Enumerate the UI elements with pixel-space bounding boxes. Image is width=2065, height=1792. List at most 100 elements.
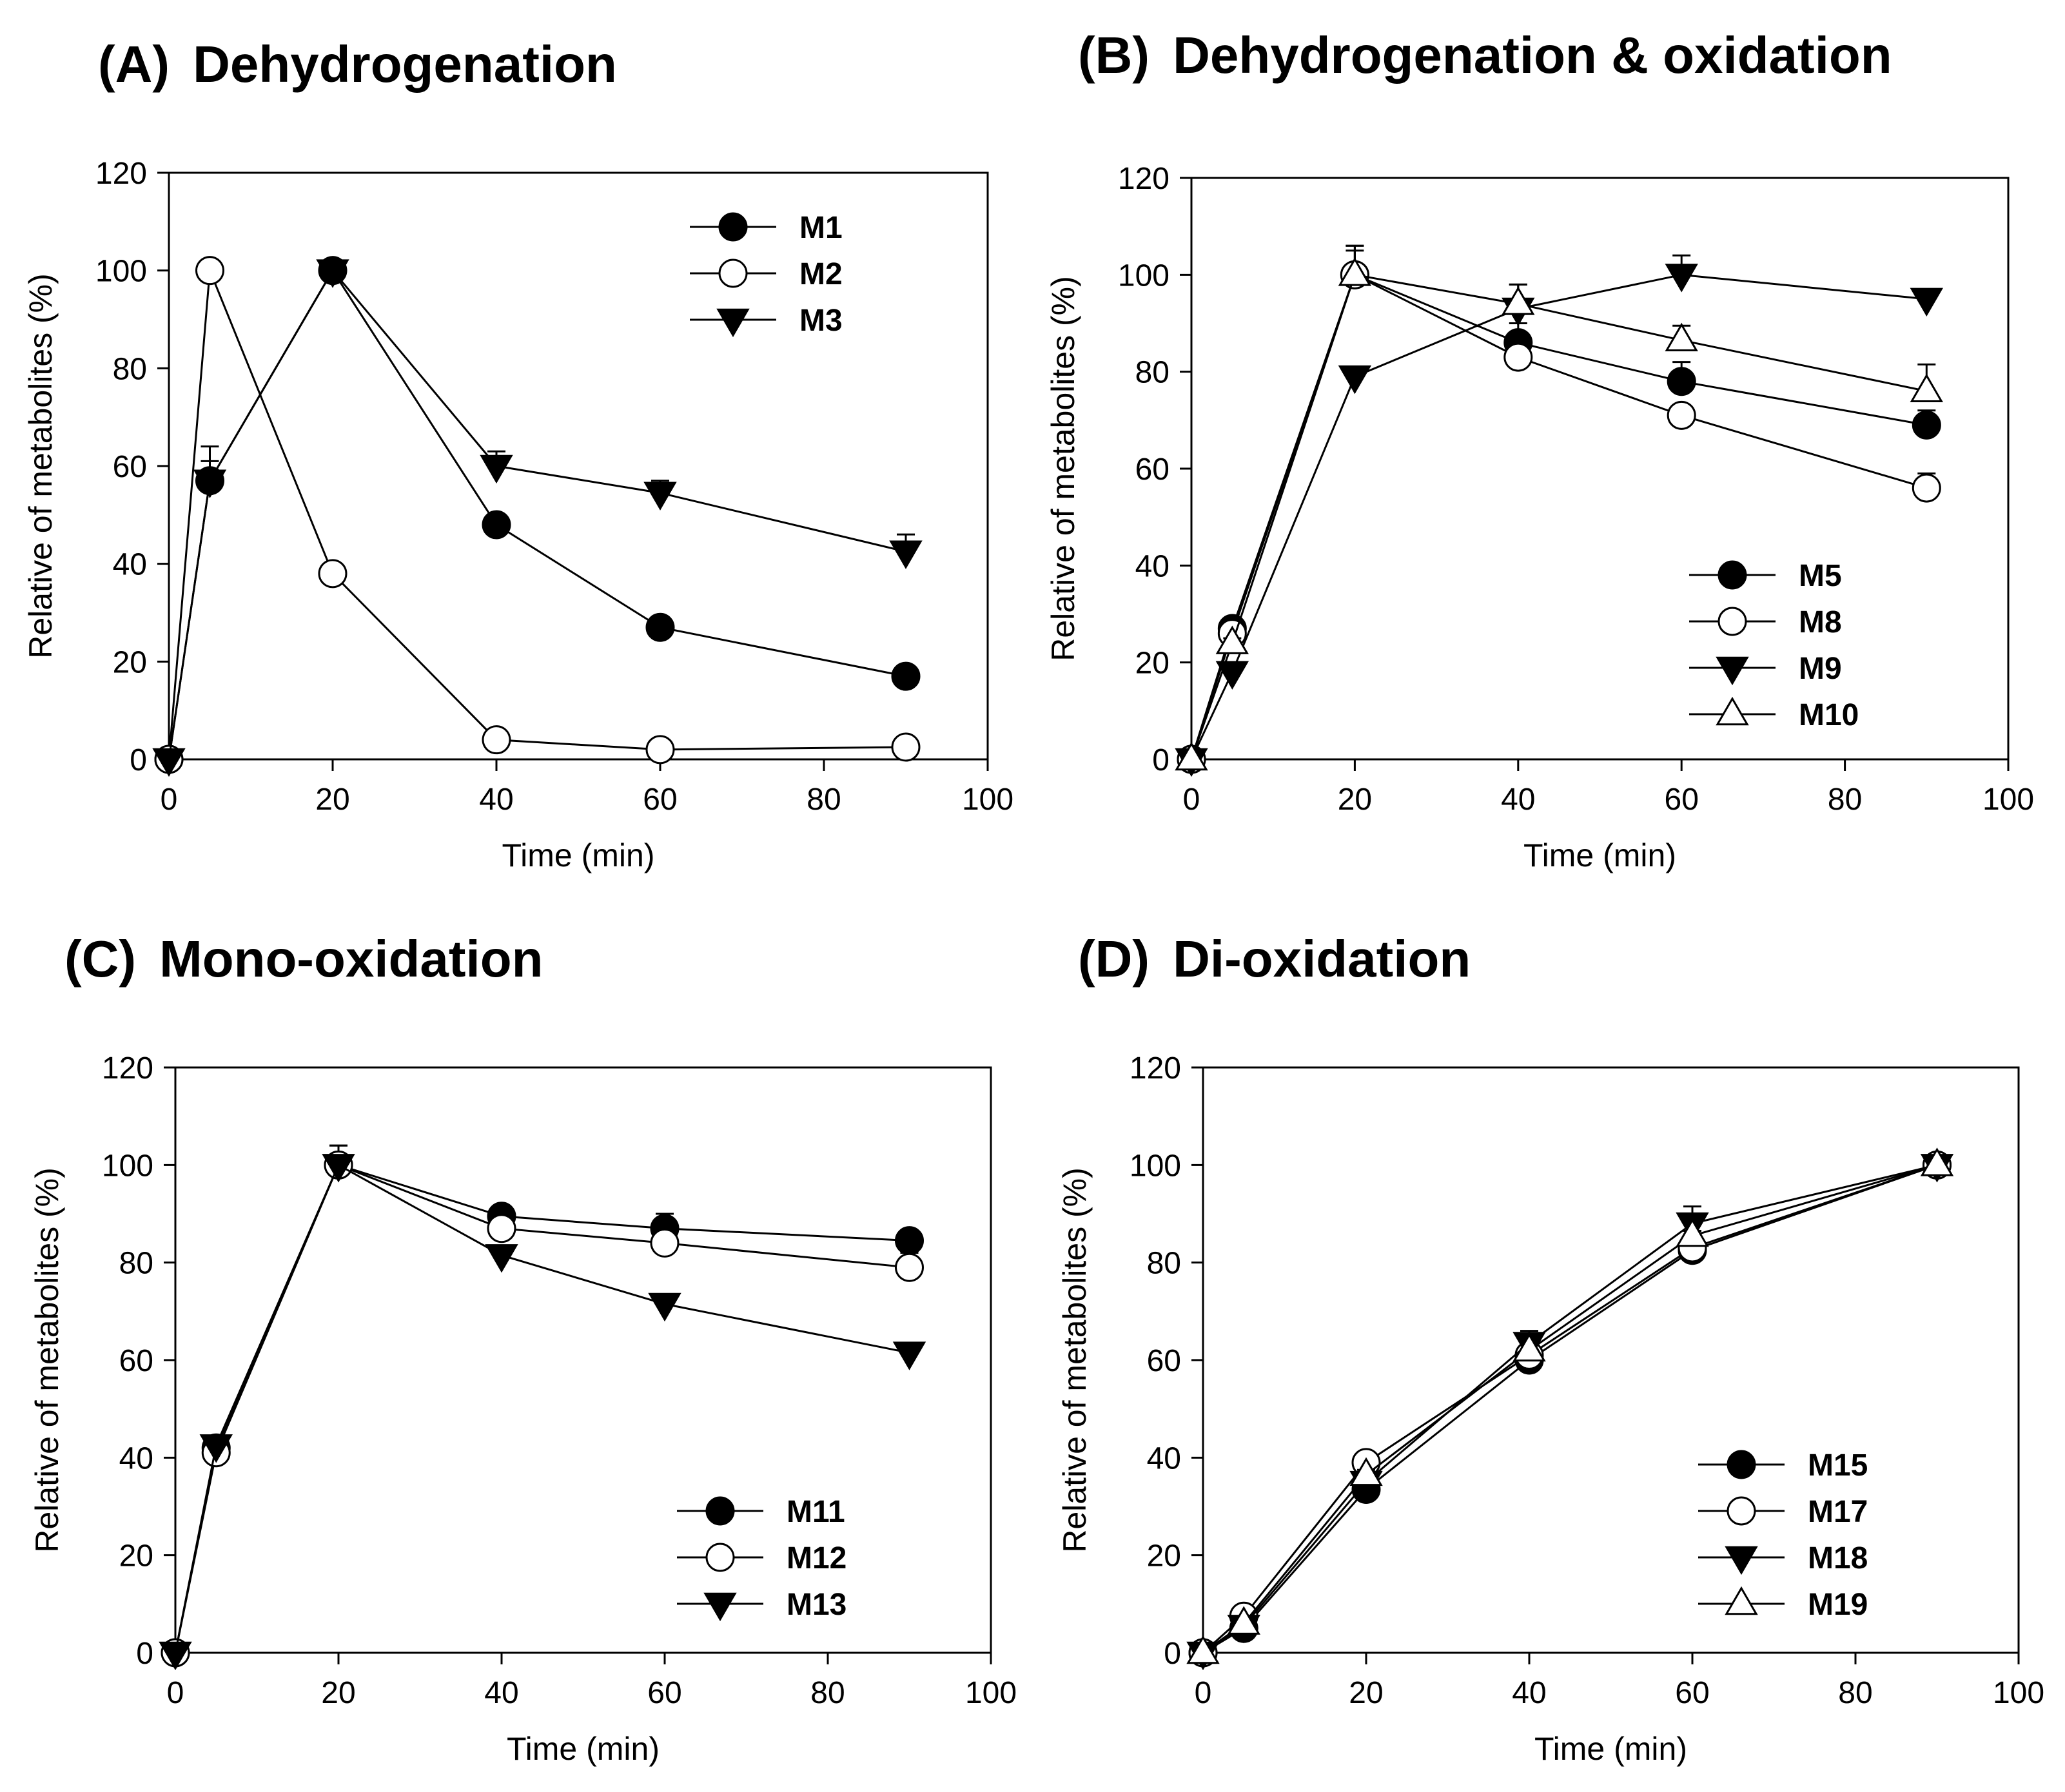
panel-a-series-m1-point (482, 510, 511, 540)
panel-b-legend-marker (1716, 656, 1749, 686)
panel-d-legend-item-m17: M17 (1698, 1495, 1868, 1529)
panel-a-legend-label: M3 (799, 304, 843, 338)
panel-b-series-m10-line (1190, 273, 1927, 760)
panel-a-legend-marker (718, 258, 748, 288)
panel-c-legend-item-m12: M12 (677, 1541, 847, 1575)
panel-c-series-m12-line (174, 1164, 910, 1653)
panel-a-series-m2-point (891, 732, 921, 762)
panel-a-plot-frame (168, 171, 989, 761)
panel-b-x-tick-label: 0 (1183, 783, 1200, 817)
panel-b-series-m10-point (1665, 322, 1698, 352)
panel-d-legend-label: M18 (1808, 1541, 1868, 1575)
panel-a-series-m3-point (193, 469, 227, 498)
panel-c-y-tick-label: 80 (119, 1247, 153, 1281)
panel-b-series-m10-point (1215, 625, 1249, 654)
panel-d-x-tick-label: 80 (1838, 1676, 1872, 1710)
panel-b-series-m8-point (1912, 473, 1941, 503)
panel-b-series-m5-point (1667, 367, 1696, 396)
panel-b-x-tick-label: 60 (1665, 783, 1699, 817)
panel-a-series-m3-point (889, 540, 923, 569)
panel-d-label: (D) (1078, 930, 1150, 988)
panel-d-series-m19-point (1512, 1332, 1546, 1362)
panel-d-series-m18-line (1202, 1164, 1937, 1654)
panel-c-legend-marker (705, 1543, 735, 1572)
panel-d-series-m19-point (1676, 1218, 1709, 1247)
panel-a-x-tick-label: 80 (807, 783, 841, 817)
panel-d-plot: 0 20 40 60 80 100 0 20 40 60 80 100 120 Time (min) Rel… (1057, 1051, 2044, 1767)
panel-c-series-m12-point (487, 1214, 516, 1243)
panel-b-legend: M5 M8 M9 M10 (1689, 559, 1859, 732)
panel-b-series-m10-point (1502, 286, 1535, 315)
panel-a-x-tick-label: 40 (479, 783, 513, 817)
panel-d-x-tick-label: 40 (1512, 1676, 1546, 1710)
panel-d-legend-marker (1727, 1450, 1756, 1479)
panel-b-y-tick-label: 60 (1135, 453, 1170, 487)
panel-b-x-axis-label: Time (min) (1523, 837, 1676, 873)
panel-b-label: (B) (1078, 26, 1150, 84)
panel-b-series-m8-line (1190, 273, 1927, 760)
panel-d-y-tick-label: 20 (1147, 1539, 1181, 1573)
panel-a-title: (A) Dehydrogenation (98, 39, 617, 90)
panel-b-series-m10 (1175, 244, 1944, 771)
panel-b-x-tick-label: 80 (1828, 783, 1862, 817)
panel-b-y-tick-label: 100 (1118, 258, 1170, 293)
panel-b-series-m5 (1177, 249, 1941, 774)
panel-d-series-m19 (1186, 1147, 1954, 1664)
panel-a-legend-item-m3: M3 (690, 304, 843, 338)
panel-a-y-tick-label: 40 (113, 548, 147, 582)
panel-d-y-tick-label: 80 (1147, 1247, 1181, 1281)
panel-c-series-m11-line (174, 1164, 910, 1653)
panel-b-x-tick-label: 40 (1501, 783, 1535, 817)
panel-a-y-tick-label: 120 (95, 157, 147, 191)
panel-b-legend-item-m9: M9 (1689, 652, 1842, 686)
panel-d-legend-item-m19: M19 (1698, 1586, 1868, 1622)
panel-a-y-tick-label: 0 (130, 743, 147, 777)
panel-d-legend-marker (1727, 1496, 1756, 1526)
panel-b-legend-item-m10: M10 (1689, 696, 1859, 732)
panel-c-legend: M11 M12 M13 (677, 1495, 847, 1622)
panel-c-y-tick-label: 20 (119, 1539, 153, 1573)
panel-b-series-m8-point (1667, 400, 1696, 430)
panel-c-x-tick-label: 0 (167, 1676, 184, 1710)
panel-b-series-m5-point (1912, 410, 1941, 440)
panel-d-series-m19-point (1186, 1635, 1220, 1664)
panel-a-series-m2-point (195, 256, 224, 286)
panel-c-legend-marker (705, 1496, 735, 1526)
panel-c-legend-item-m13: M13 (677, 1588, 847, 1622)
panel-a-legend-item-m1: M1 (690, 211, 843, 245)
panel-a-x-axis-label: Time (min) (502, 837, 654, 873)
panel-b-legend-item-m8: M8 (1689, 605, 1842, 639)
panel-c-series-m11-point (895, 1226, 924, 1256)
panel-c-series-m13-line (174, 1164, 910, 1653)
panel-b-y-tick-label: 0 (1152, 743, 1170, 777)
panel-c-x-tick-label: 80 (810, 1676, 845, 1710)
panel-b-legend-marker (1716, 696, 1749, 726)
panel-b-legend-label: M10 (1799, 698, 1859, 732)
panel-a-y-tick-label: 80 (113, 352, 147, 386)
panel-c-series-m13 (159, 1154, 926, 1671)
panel-c-series-m13-point (485, 1244, 518, 1273)
panel-a-series-m1-point (891, 661, 921, 691)
panel-b-x-tick-label: 100 (1982, 783, 2034, 817)
panel-b-y-axis-label: Relative of metabolites (%) (1045, 276, 1081, 661)
panel-d-legend-label: M17 (1808, 1495, 1868, 1529)
panel-b-y-tick-label: 20 (1135, 647, 1170, 681)
panel-c-legend-label: M12 (787, 1541, 847, 1575)
panel-c-y-tick-label: 120 (102, 1051, 153, 1086)
panel-a-x-tick-label: 60 (643, 783, 677, 817)
panel-c-series-m13-point (648, 1292, 681, 1322)
panel-b-series-m8-point (1503, 342, 1533, 372)
panel-b-plot: 0 20 40 60 80 100 0 20 40 60 80 100 120 Time (min) Rel… (1045, 162, 2034, 873)
panel-b-legend-item-m5: M5 (1689, 559, 1842, 593)
panel-d-legend-label: M15 (1808, 1448, 1868, 1483)
panel-d-y-axis-label: Relative of metabolites (%) (1057, 1167, 1093, 1552)
panel-c-y-tick-label: 40 (119, 1441, 153, 1475)
panel-d-y-tick-label: 0 (1164, 1637, 1181, 1671)
panel-a-series-m2-point (482, 725, 511, 755)
panel-d-x-tick-label: 60 (1675, 1676, 1709, 1710)
panel-a-series-m3-point (152, 748, 186, 777)
panel-d-series-m15-line (1202, 1164, 1937, 1654)
panel-c-legend-label: M11 (787, 1495, 845, 1529)
panel-b-y-tick-label: 40 (1135, 549, 1170, 583)
